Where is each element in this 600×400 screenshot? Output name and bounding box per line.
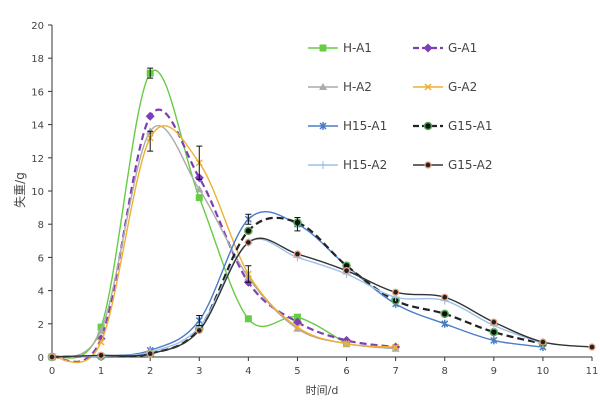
circle-marker [391,288,400,296]
x-tick-label: 3 [196,366,202,377]
x-tick-label: 4 [245,366,251,377]
x-marker [343,340,351,348]
error-bar [196,145,203,180]
triangle-marker [319,83,327,90]
x-tick-label: 9 [491,366,497,377]
x-tick-label: 8 [442,366,448,377]
error-bar [245,265,252,283]
diamond-marker [423,43,433,53]
legend-label: H-A1 [343,41,372,55]
circle-marker [440,309,449,319]
y-tick-label: 20 [31,21,44,32]
y-tick-label: 16 [31,87,44,98]
error-bar [147,130,154,152]
star-marker [319,122,327,130]
x-tick-label: 2 [147,366,153,377]
legend-item-h15-a1: H15-A1 [308,119,387,133]
legend-label: G-A1 [448,41,477,55]
error-bar [147,67,154,79]
legend-label: G-A2 [448,80,477,94]
y-tick-label: 14 [31,121,44,132]
legend-item-h-a2: H-A2 [308,80,372,94]
series-line [51,211,544,358]
circle-marker [97,351,105,359]
y-tick-label: 8 [38,220,44,231]
x-axis-label: 时间/d [306,384,339,397]
legend-label: H15-A1 [343,119,387,133]
x-tick-label: 5 [294,366,300,377]
square-marker [319,44,327,52]
legend-item-h-a1: H-A1 [308,41,372,55]
y-tick-label: 12 [31,154,44,165]
legend-item-h15-a2: H15-A2 [308,158,387,172]
circle-marker [342,267,351,275]
circle-marker [244,226,253,236]
x-marker [97,338,105,346]
circle-marker [490,318,498,326]
legend-item-g-a2: G-A2 [413,80,477,94]
y-axis-label: 失重/g [12,172,27,208]
y-tick-label: 10 [31,187,44,198]
x-marker [392,343,400,351]
legend-item-g-a1: G-A1 [413,41,477,55]
series-line [51,125,396,364]
x-marker [293,323,301,331]
circle-marker [244,238,253,247]
y-tick-label: 0 [38,353,44,364]
y-tick-label: 4 [38,287,44,298]
circle-marker [424,161,432,169]
circle-marker [48,353,56,361]
series-g15-a2 [48,237,596,361]
error-bar [196,315,203,326]
circle-marker [195,326,203,335]
star-marker [441,319,449,328]
diamond-marker [145,111,155,121]
x-tick-label: 1 [98,366,104,377]
x-tick-label: 10 [537,366,550,377]
x-tick-label: 6 [343,366,349,377]
circle-marker [441,293,449,301]
series-line [51,69,347,359]
circle-marker [293,250,302,258]
y-tick-label: 2 [38,320,44,331]
circle-marker [539,338,547,346]
triangle-marker [195,185,204,193]
legend-label: H-A2 [343,80,372,94]
circle-marker [146,350,154,358]
x-tick-label: 11 [586,366,599,377]
legend-label: G15-A2 [448,158,492,172]
x-marker [424,83,432,91]
legend-item-g15-a1: G15-A1 [413,119,492,133]
y-tick-label: 18 [31,54,44,65]
x-tick-label: 7 [392,366,398,377]
series-line [51,238,544,358]
legend-item-g15-a2: G15-A2 [413,158,492,172]
circle-marker [489,327,499,337]
circle-marker [588,343,596,351]
x-tick-label: 0 [49,366,55,377]
square-marker [195,194,203,202]
square-marker [293,313,301,321]
circle-marker [423,121,433,131]
legend-label: G15-A1 [448,119,492,133]
error-bar [294,217,301,232]
legend-label: H15-A2 [343,158,387,172]
square-marker [244,315,252,323]
triangle-marker [97,326,106,334]
error-bar [245,213,252,225]
plus-marker [319,161,327,169]
y-tick-label: 6 [38,253,44,264]
series-line [51,108,396,363]
star-marker [490,336,498,345]
